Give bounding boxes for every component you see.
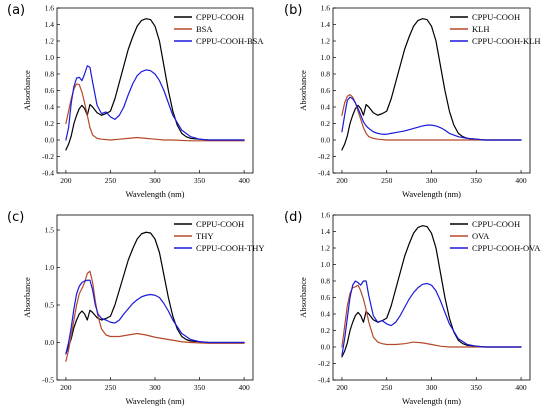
y-tick-label: -0.5 xyxy=(42,376,54,385)
legend-label: THY xyxy=(196,231,213,241)
legend-label: CPPU-COOH xyxy=(472,219,520,229)
y-tick-label: -0.4 xyxy=(42,169,54,178)
chart-panel-2: (b) 200 250 300 350 400 -0.4 -0.2 0.0 0.2 0.4 0.6 0.… xyxy=(284,3,540,199)
y-tick-label: -0.2 xyxy=(318,152,330,161)
chart-panel-3: (c) 200 250 300 350 400 -0.5 0.0 0.5 1.0 1.5 Wavele… xyxy=(7,210,264,406)
y-tick-label: -0.4 xyxy=(318,376,330,385)
y-tick-label: 0.6 xyxy=(321,86,331,95)
y-tick-label: 0.8 xyxy=(45,70,55,79)
legend-label: CPPU-COOH xyxy=(196,12,244,22)
y-axis-label: Absorbance xyxy=(298,277,308,318)
series-line-cppu-cooh-ova xyxy=(341,280,522,356)
legend-label: CPPU-COOH xyxy=(472,12,520,22)
series-line-cppu-cooh xyxy=(341,18,522,151)
y-tick-label: -0.2 xyxy=(42,152,54,161)
y-tick-label: 0.8 xyxy=(321,277,331,286)
series-line-cppu-cooh xyxy=(65,231,245,355)
y-tick-label: 1.0 xyxy=(45,263,55,272)
legend-label: OVA xyxy=(472,231,490,241)
y-tick-label: -0.2 xyxy=(318,359,330,368)
y-tick-label: 0.6 xyxy=(45,86,55,95)
x-tick-label: 350 xyxy=(194,176,206,185)
panel-label: (c) xyxy=(7,210,24,225)
y-tick-label: 0.0 xyxy=(321,343,331,352)
x-tick-label: 350 xyxy=(471,383,483,392)
legend-label: CPPU-COOH-THY xyxy=(196,243,264,253)
y-tick-label: 0.4 xyxy=(321,103,331,112)
x-axis-label: Wavelength (nm) xyxy=(402,396,461,406)
y-tick-label: 1.6 xyxy=(321,211,331,220)
y-tick-label: 0.4 xyxy=(321,310,331,319)
x-tick-label: 200 xyxy=(336,383,348,392)
x-tick-label: 300 xyxy=(426,383,438,392)
y-tick-label: 1.4 xyxy=(321,20,331,29)
y-tick-label: 0.8 xyxy=(321,70,331,79)
x-tick-label: 400 xyxy=(515,383,527,392)
x-axis-label: Wavelength (nm) xyxy=(125,396,184,406)
x-tick-label: 200 xyxy=(60,176,72,185)
y-tick-label: 1.2 xyxy=(321,244,331,253)
x-tick-label: 200 xyxy=(60,383,72,392)
x-tick-label: 250 xyxy=(105,176,117,185)
y-tick-label: 1.0 xyxy=(321,53,331,62)
x-tick-label: 400 xyxy=(515,176,527,185)
y-tick-label: 1.2 xyxy=(321,37,331,46)
chart-panel-4: (d) 200 250 300 350 400 -0.4 -0.2 0.0 0.2 0.4 0.6 0.… xyxy=(284,210,541,406)
series-line-cppu-cooh xyxy=(341,225,522,358)
y-tick-label: 1.2 xyxy=(45,37,55,46)
y-tick-label: 0.2 xyxy=(321,119,331,128)
series-line-klh xyxy=(341,94,522,141)
series-line-bsa xyxy=(65,83,245,142)
y-tick-label: 1.6 xyxy=(321,4,331,13)
series-line-cppu-cooh-thy xyxy=(65,279,245,355)
y-tick-label: 0.5 xyxy=(45,301,55,310)
y-tick-label: 0.6 xyxy=(321,293,331,302)
y-axis-label: Absorbance xyxy=(298,70,308,111)
y-tick-label: 0.2 xyxy=(45,119,55,128)
y-tick-label: -0.4 xyxy=(318,169,330,178)
x-tick-label: 350 xyxy=(194,383,206,392)
legend-label: BSA xyxy=(196,24,213,34)
x-tick-label: 300 xyxy=(426,176,438,185)
x-axis-label: Wavelength (nm) xyxy=(125,189,184,199)
x-tick-label: 350 xyxy=(471,176,483,185)
y-tick-label: 1.4 xyxy=(321,227,331,236)
x-tick-label: 400 xyxy=(238,383,250,392)
x-axis-label: Wavelength (nm) xyxy=(402,189,461,199)
series-line-cppu-cooh-bsa xyxy=(65,65,245,141)
x-tick-label: 300 xyxy=(149,383,161,392)
legend-label: CPPU-COOH-OVA xyxy=(472,243,541,253)
y-tick-label: 0.4 xyxy=(45,103,55,112)
legend-label: KLH xyxy=(472,24,489,34)
x-tick-label: 250 xyxy=(381,176,393,185)
series-line-cppu-cooh xyxy=(65,18,245,151)
x-tick-label: 300 xyxy=(149,176,161,185)
y-tick-label: 0.0 xyxy=(321,136,331,145)
y-axis-label: Absorbance xyxy=(22,70,32,111)
y-tick-label: 1.0 xyxy=(45,53,55,62)
panel-label: (a) xyxy=(7,3,25,18)
x-tick-label: 250 xyxy=(381,383,393,392)
chart-panel-1: (a) 200 250 300 350 400 -0.4 -0.2 0.0 0.2 0.4 0.6 0.… xyxy=(7,3,264,199)
y-tick-label: 0.2 xyxy=(321,326,331,335)
x-tick-label: 400 xyxy=(238,176,250,185)
y-tick-label: 0.0 xyxy=(45,136,55,145)
x-tick-label: 200 xyxy=(336,176,348,185)
y-tick-label: 1.5 xyxy=(45,226,55,235)
y-tick-label: 1.0 xyxy=(321,260,331,269)
series-line-cppu-cooh-klh xyxy=(341,96,522,141)
y-tick-label: 0.0 xyxy=(45,338,55,347)
y-tick-label: 1.6 xyxy=(45,4,55,13)
legend-label: CPPU-COOH-KLH xyxy=(472,36,540,46)
panel-label: (b) xyxy=(284,3,302,18)
y-tick-label: 1.4 xyxy=(45,20,55,29)
x-tick-label: 250 xyxy=(105,383,117,392)
panel-label: (d) xyxy=(284,210,302,225)
y-axis-label: Absorbance xyxy=(22,277,32,318)
legend-label: CPPU-COOH-BSA xyxy=(196,36,264,46)
series-line-thy xyxy=(65,270,245,362)
legend-label: CPPU-COOH xyxy=(196,219,244,229)
